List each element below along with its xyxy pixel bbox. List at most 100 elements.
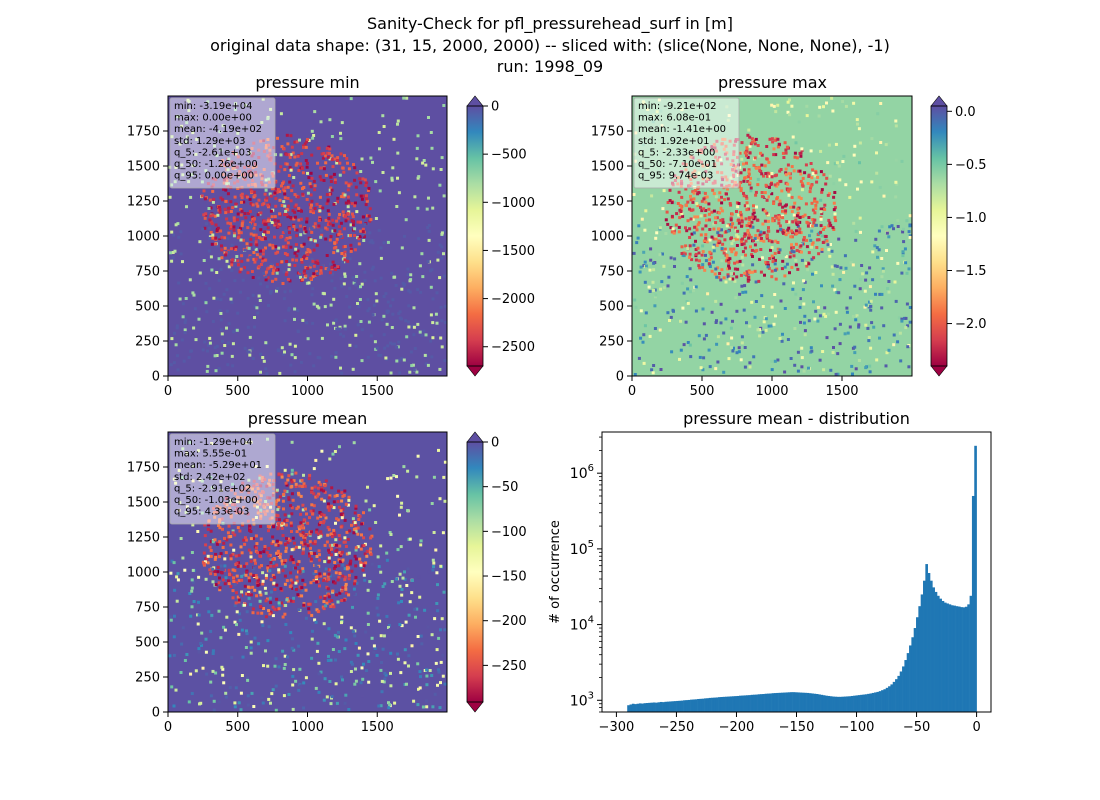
heatmap-cell [743, 204, 747, 208]
heatmap-cell [236, 259, 240, 263]
heatmap-cell [283, 574, 287, 578]
heatmap-cell [196, 613, 199, 617]
heatmap-cell [720, 247, 724, 251]
panel-pressure-min: pressure min 0 500 1000 1500 02505007501000… [127, 73, 535, 399]
heatmap-cell [288, 558, 292, 562]
heatmap-cell [383, 346, 387, 350]
heatmap-cell [263, 230, 267, 234]
heatmap-cell [213, 346, 217, 350]
heatmap-cell [753, 315, 757, 319]
colorbar-tick-label: −50 [491, 480, 518, 495]
heatmap-cell [333, 633, 337, 637]
colorbar-extend-min [466, 701, 484, 713]
heatmap-cell [235, 255, 239, 258]
heatmap-cell [267, 238, 271, 242]
heatmap-cell [865, 271, 869, 275]
heatmap-cell [786, 163, 790, 167]
heatmap-cell [439, 168, 443, 171]
heatmap-cell [311, 541, 315, 545]
heatmap-cell [357, 305, 361, 308]
heatmap-cell [287, 306, 291, 310]
heatmap-cell [328, 494, 332, 498]
histogram-bar [752, 694, 756, 712]
heatmap-cell [653, 295, 657, 299]
heatmap-cell [894, 180, 898, 184]
heatmap-cell [416, 662, 420, 666]
histogram-bar [911, 637, 915, 712]
x-tick-label: 1500 [361, 720, 394, 735]
heatmap-cell [345, 530, 349, 534]
heatmap-cell [684, 320, 688, 324]
heatmap-cell [632, 193, 636, 196]
heatmap-cell [329, 303, 333, 307]
heatmap-cell [230, 656, 234, 660]
heatmap-cell [833, 162, 837, 166]
heatmap-cell [317, 486, 320, 490]
heatmap-cell [280, 588, 284, 592]
heatmap-cell [337, 558, 341, 562]
heatmap-cell [190, 589, 194, 593]
heatmap-cell [172, 635, 176, 639]
heatmap-cell [323, 305, 327, 309]
heatmap-cell [318, 205, 322, 208]
heatmap-cell [226, 250, 230, 254]
histogram-bar [827, 695, 831, 712]
heatmap-cell [241, 655, 245, 659]
histogram-bar [792, 692, 796, 712]
heatmap-cell [258, 299, 262, 302]
heatmap-cell [310, 199, 314, 203]
heatmap-cell [708, 258, 712, 262]
heatmap-cell [287, 537, 290, 541]
stats-line: q_50: -7.10e-01 [638, 159, 717, 170]
stats-line: mean: -5.29e+01 [174, 460, 262, 471]
heatmap-cell [745, 146, 749, 150]
heatmap-cell [313, 540, 317, 544]
heatmap-cell [334, 571, 338, 575]
heatmap-cell [270, 692, 274, 696]
heatmap-cell [371, 160, 374, 164]
heatmap-cell [750, 140, 754, 144]
heatmap-cell [170, 559, 174, 563]
heatmap-cell [204, 301, 208, 305]
heatmap-cell [312, 572, 316, 576]
heatmap-cell [661, 252, 664, 256]
heatmap-cell [334, 245, 338, 249]
heatmap-cell [283, 252, 287, 255]
heatmap-cell [739, 273, 743, 277]
heatmap-cell [277, 603, 281, 607]
heatmap-cell [252, 566, 256, 570]
heatmap-cell [752, 163, 756, 167]
heatmap-cell [740, 284, 744, 288]
heatmap-cell [279, 153, 283, 157]
heatmap-cell [770, 182, 773, 186]
heatmap-cell [268, 569, 272, 573]
heatmap-cell [216, 213, 220, 217]
heatmap-cell [379, 256, 383, 260]
heatmap-cell [214, 369, 218, 373]
heatmap-cell [169, 571, 173, 575]
heatmap-cell [226, 237, 230, 241]
heatmap-cell [726, 273, 730, 277]
heatmap-cell [777, 214, 781, 217]
heatmap-cell [837, 237, 841, 241]
heatmap-cell [197, 613, 201, 617]
heatmap-cell [215, 297, 219, 301]
heatmap-cell [834, 310, 838, 314]
heatmap-cell [287, 693, 291, 696]
heatmap-cell [302, 482, 306, 486]
heatmap-cell [642, 361, 646, 365]
heatmap-cell [240, 590, 244, 594]
y-tick-label: 0 [152, 706, 160, 721]
x-axis: 0 500 1000 1500 [164, 376, 394, 399]
y-tick-label: 105 [570, 539, 594, 558]
stats-line: max: 5.55e-01 [174, 449, 247, 460]
stats-line: std: 1.92e+01 [638, 136, 710, 147]
heatmap-cell [351, 212, 354, 216]
heatmap-cell [837, 164, 841, 168]
heatmap-cell [203, 340, 207, 344]
heatmap-cell [673, 229, 676, 233]
heatmap-cell [744, 239, 748, 243]
heatmap-cell [791, 220, 795, 224]
heatmap-cell [209, 549, 213, 552]
heatmap-cell [673, 265, 676, 268]
